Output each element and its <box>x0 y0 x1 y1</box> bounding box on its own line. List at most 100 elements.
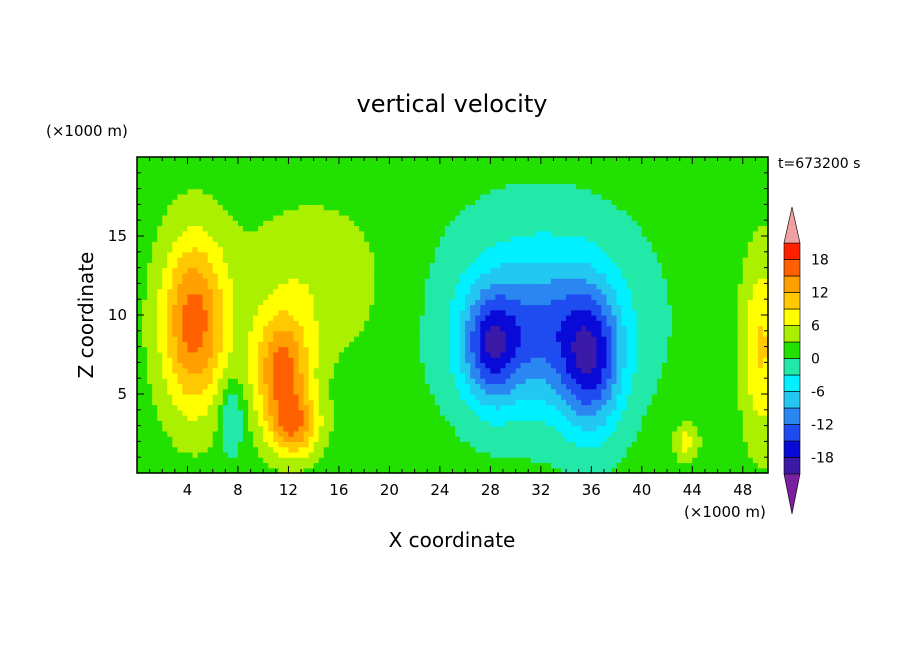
heatmap-cell <box>394 425 401 432</box>
heatmap-cell <box>540 336 547 342</box>
heatmap-cell <box>500 383 507 390</box>
heatmap-cell <box>490 293 497 300</box>
heatmap-cell <box>480 272 486 279</box>
heatmap-cell <box>338 436 345 442</box>
heatmap-cell <box>207 383 214 390</box>
heatmap-cell <box>293 457 300 464</box>
heatmap-cell <box>475 320 481 327</box>
heatmap-cell <box>293 388 300 395</box>
heatmap-cell <box>384 409 390 416</box>
heatmap-cell <box>394 388 401 395</box>
heatmap-cell <box>535 346 542 353</box>
heatmap-cell <box>455 409 461 416</box>
heatmap-cell <box>500 272 507 279</box>
heatmap-cell <box>182 272 189 279</box>
heatmap-cell <box>313 441 320 448</box>
heatmap-cell <box>394 293 401 300</box>
heatmap-cell <box>510 167 517 174</box>
heatmap-cell <box>409 193 416 200</box>
heatmap-cell <box>404 388 411 395</box>
heatmap-cell <box>207 193 214 200</box>
heatmap-cell <box>555 457 562 464</box>
heatmap-cell <box>243 225 249 232</box>
heatmap-cell <box>263 346 269 353</box>
heatmap-cell <box>505 272 512 279</box>
heatmap-cell <box>394 225 401 232</box>
heatmap-cell <box>278 262 284 269</box>
heatmap-cell <box>470 209 476 216</box>
heatmap-cell <box>480 357 486 363</box>
heatmap-cell <box>414 188 421 195</box>
heatmap-cell <box>157 336 163 342</box>
heatmap-cell <box>308 241 315 248</box>
heatmap-cell <box>243 193 249 200</box>
heatmap-cell <box>187 220 194 227</box>
heatmap-cell <box>444 441 451 448</box>
heatmap-cell <box>470 372 476 379</box>
heatmap-cell <box>525 320 532 327</box>
heatmap-cell <box>374 178 380 184</box>
heatmap-cell <box>495 457 502 464</box>
heatmap-cell <box>510 336 517 342</box>
heatmap-cell <box>525 257 532 263</box>
heatmap-cell <box>545 241 552 248</box>
heatmap-cell <box>404 446 411 453</box>
heatmap-cell <box>439 367 446 374</box>
heatmap-cell <box>439 272 446 279</box>
heatmap-cell <box>192 399 199 406</box>
heatmap-cell <box>293 178 300 184</box>
heatmap-cell <box>187 467 194 474</box>
heatmap-cell <box>162 346 168 353</box>
heatmap-cell <box>273 272 279 279</box>
heatmap-cell <box>182 230 189 237</box>
heatmap-cell <box>303 293 310 300</box>
heatmap-cell <box>142 209 148 216</box>
heatmap-cell <box>263 309 269 316</box>
heatmap-cell <box>429 462 436 469</box>
heatmap-cell <box>550 288 557 295</box>
heatmap-cell <box>222 436 229 442</box>
heatmap-cell <box>379 214 385 221</box>
heatmap-cell <box>308 272 315 279</box>
heatmap-cell <box>157 204 163 211</box>
heatmap-cell <box>460 157 466 163</box>
heatmap-cell <box>308 293 315 300</box>
heatmap-cell <box>505 241 512 248</box>
heatmap-cell <box>485 394 491 400</box>
heatmap-cell <box>399 162 406 169</box>
heatmap-cell <box>157 430 163 437</box>
heatmap-cell <box>298 283 305 290</box>
heatmap-cell <box>424 357 431 363</box>
heatmap-cell <box>137 467 143 474</box>
heatmap-cell <box>475 283 481 290</box>
heatmap-cell <box>248 241 254 248</box>
heatmap-cell <box>333 462 340 469</box>
heatmap-cell <box>550 193 557 200</box>
heatmap-cell <box>434 278 441 284</box>
heatmap-cell <box>303 330 310 337</box>
heatmap-cell <box>369 430 375 437</box>
heatmap-cell <box>490 188 497 195</box>
heatmap-cell <box>384 241 390 248</box>
heatmap-cell <box>429 288 436 295</box>
heatmap-cell <box>343 193 350 200</box>
heatmap-cell <box>399 183 406 190</box>
heatmap-cell <box>535 404 542 411</box>
heatmap-cell <box>485 309 491 316</box>
heatmap-cell <box>187 341 194 348</box>
heatmap-cell <box>439 467 446 474</box>
heatmap-cell <box>449 341 456 348</box>
heatmap-cell <box>455 404 461 411</box>
heatmap-cell <box>439 346 446 353</box>
heatmap-cell <box>525 446 532 453</box>
heatmap-cell <box>555 420 562 427</box>
heatmap-cell <box>470 425 476 432</box>
heatmap-cell <box>500 362 507 369</box>
heatmap-cell <box>510 467 517 474</box>
heatmap-cell <box>177 430 184 437</box>
heatmap-cell <box>495 288 502 295</box>
heatmap-cell <box>308 441 315 448</box>
heatmap-cell <box>288 225 295 232</box>
heatmap-cell <box>273 214 279 221</box>
heatmap-cell <box>364 257 370 263</box>
